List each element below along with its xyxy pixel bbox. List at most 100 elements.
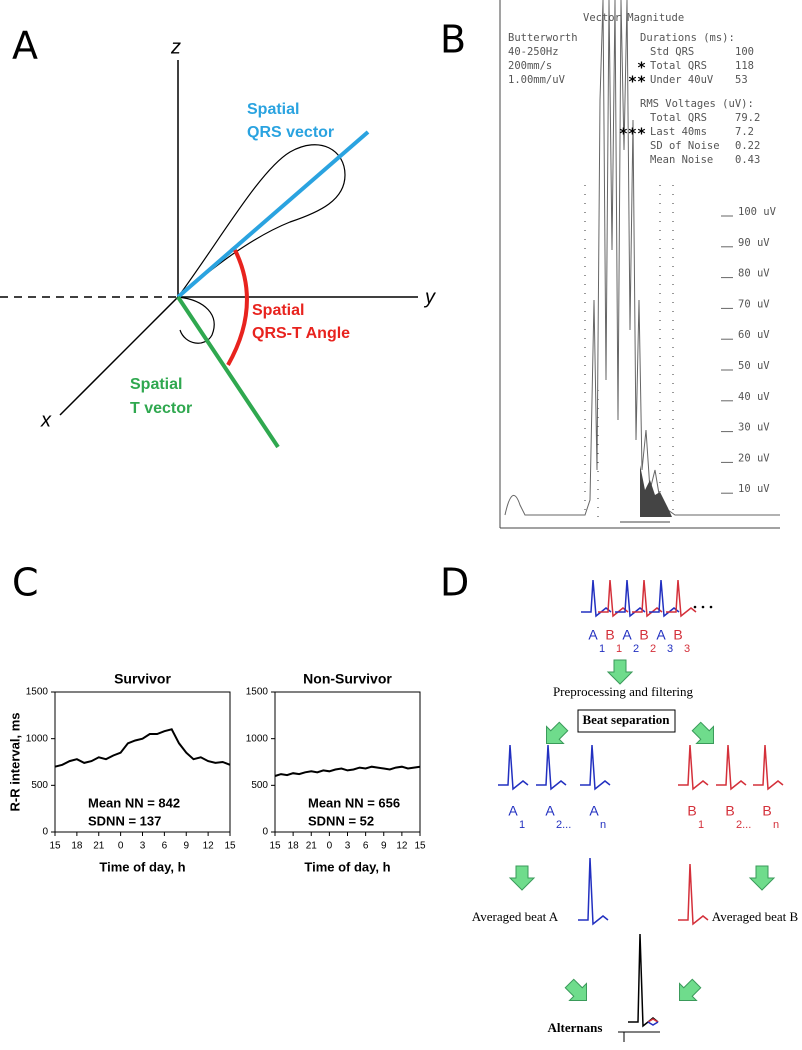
beat-subscript: 2 xyxy=(650,643,656,655)
beat-subscript: 1 xyxy=(599,643,605,655)
vector-label: Spatial xyxy=(247,101,299,118)
y-tick-label: 1500 xyxy=(246,687,269,698)
step-box xyxy=(577,709,676,733)
vector-magnitude-trace xyxy=(504,0,780,516)
beat-subscript: 1 xyxy=(698,819,704,831)
beat-subscript: 1 xyxy=(616,643,622,655)
scale-label: 30 uV xyxy=(738,422,770,434)
measure-label: Total QRS xyxy=(650,112,707,124)
flow-arrow xyxy=(691,721,714,744)
beat-label: B xyxy=(639,627,648,643)
ecg-beat xyxy=(716,744,747,791)
axis-label: x xyxy=(40,409,52,431)
y-tick-label: 1500 xyxy=(26,687,49,698)
beat-label: B xyxy=(762,803,771,819)
panel-letter: A xyxy=(12,24,38,68)
ecg-tail xyxy=(647,1021,659,1026)
flow-arrow xyxy=(606,659,634,685)
panel-b: Vector Magnitude Durations (ms): RMS Vol… xyxy=(499,0,780,529)
measure-label: Total QRS xyxy=(650,60,707,72)
panel-letter: C xyxy=(12,561,39,605)
x-axis-label: Time of day, h xyxy=(99,859,185,874)
t-loop xyxy=(177,296,215,344)
x-axis-label: Time of day, h xyxy=(304,859,390,874)
beat-label: A xyxy=(508,803,518,819)
beat-label: A xyxy=(588,627,598,643)
x-tick-label: 18 xyxy=(71,841,83,852)
significance-marker: ** xyxy=(628,73,646,91)
angle-arc xyxy=(226,249,249,366)
angle-label: QRS-T Angle xyxy=(252,325,350,342)
y-tick-label: 0 xyxy=(42,827,48,838)
flow-arrow xyxy=(546,721,569,744)
x-tick-label: 15 xyxy=(414,841,426,852)
scale-label: 80 uV xyxy=(738,268,770,280)
annotation: Mean NN = 656 xyxy=(308,795,400,810)
scale-label: 90 uV xyxy=(738,237,770,249)
measure-value: 0.43 xyxy=(735,154,760,166)
beat-label: B xyxy=(673,627,682,643)
x-tick-label: 12 xyxy=(203,841,215,852)
scale-label: 20 uV xyxy=(738,452,770,464)
ecg-beat xyxy=(536,744,567,791)
section-heading: RMS Voltages (uV): xyxy=(640,98,754,110)
beat-subscript: 2... xyxy=(556,819,571,831)
flow-arrow xyxy=(564,978,587,1001)
qrs-vector xyxy=(176,130,370,299)
vector-label: T vector xyxy=(130,400,192,417)
vector-label: QRS vector xyxy=(247,124,334,141)
scale-label: 100 uV xyxy=(738,206,777,218)
scale-label: 70 uV xyxy=(738,298,770,310)
step-label: Preprocessing and filtering xyxy=(553,684,694,699)
ecg-beat xyxy=(632,579,663,618)
x-tick-label: 15 xyxy=(49,841,61,852)
ecg-tail xyxy=(647,1018,659,1023)
beat-subscript: n xyxy=(773,819,779,831)
significance-marker: * xyxy=(637,59,646,77)
beat-subscript: n xyxy=(600,819,606,831)
vector-label: Spatial xyxy=(130,376,182,393)
section-heading: Durations (ms): xyxy=(640,32,735,44)
measure-value: 79.2 xyxy=(735,112,760,124)
flow-arrow xyxy=(508,865,536,891)
beat-label: A xyxy=(589,803,599,819)
measure-value: 118 xyxy=(735,60,754,72)
step-label: Averaged beat B xyxy=(712,909,799,924)
x-tick-label: 15 xyxy=(269,841,281,852)
significance-marker: *** xyxy=(619,125,646,143)
step-label: Averaged beat A xyxy=(472,909,559,924)
x-tick-label: 12 xyxy=(396,841,408,852)
ecg-beat xyxy=(649,579,680,618)
scale-label: 50 uV xyxy=(738,360,770,372)
measure-value: 53 xyxy=(735,74,748,86)
ecg-beat xyxy=(615,579,646,618)
annotation: SDNN = 52 xyxy=(308,813,374,828)
y-tick-label: 500 xyxy=(31,780,48,791)
x-axis xyxy=(59,296,179,416)
x-tick-label: 21 xyxy=(306,841,318,852)
ecg-beat xyxy=(578,857,609,926)
y-axis-label: R-R interval, ms xyxy=(7,713,22,812)
y-tick-label: 0 xyxy=(262,827,268,838)
ecg-beat xyxy=(666,579,697,618)
scale-label: 40 uV xyxy=(738,391,770,403)
step-label: Beat separation xyxy=(582,712,670,727)
qrs-loop xyxy=(177,144,346,298)
y-tick-label: 1000 xyxy=(26,733,49,744)
measure-label: Under 40uV xyxy=(650,74,714,86)
x-tick-label: 0 xyxy=(327,841,333,852)
beat-label: A xyxy=(656,627,666,643)
panel-letter: D xyxy=(440,561,469,605)
beat-label: A xyxy=(622,627,632,643)
beat-subscript: 1 xyxy=(519,819,525,831)
scale-label: 10 uV xyxy=(738,483,770,495)
beat-label: B xyxy=(687,803,696,819)
beat-label: A xyxy=(545,803,555,819)
x-tick-label: 0 xyxy=(118,841,124,852)
plot-frame xyxy=(274,691,421,833)
ecg-beat xyxy=(498,744,529,791)
x-tick-label: 3 xyxy=(345,841,351,852)
ecg-beat xyxy=(678,863,709,926)
result-label: Alternans xyxy=(548,1020,603,1035)
beat-subscript: 2... xyxy=(736,819,751,831)
